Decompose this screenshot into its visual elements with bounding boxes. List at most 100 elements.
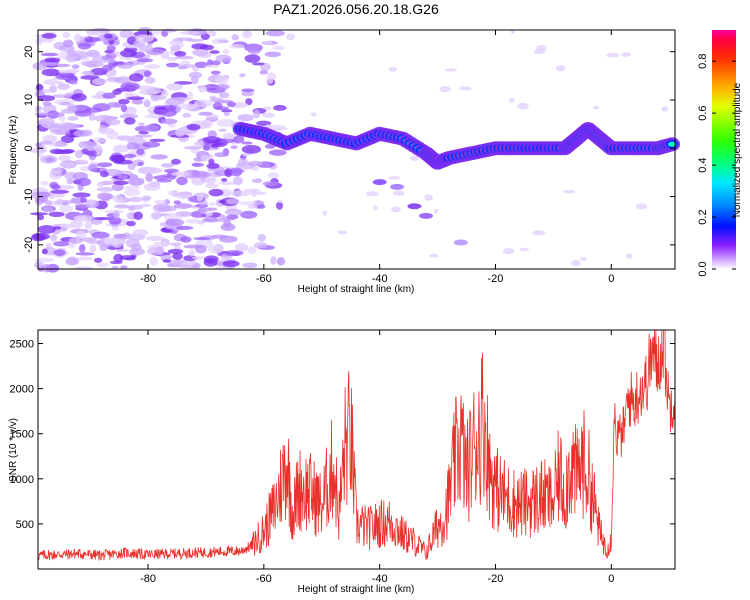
spectrogram-noise-cell xyxy=(219,92,230,99)
spectrogram-noise-cell xyxy=(60,122,80,130)
spectrogram-noise-cell xyxy=(59,161,76,168)
spectrogram-noise-cell xyxy=(239,73,246,78)
x-tick-label: -60 xyxy=(256,273,272,285)
spectrogram-noise-cell xyxy=(71,93,87,102)
spectrogram-noise-cell xyxy=(244,54,261,63)
spectrogram-frame xyxy=(37,29,676,270)
colorbar-tick-label: 0.4 xyxy=(697,157,709,172)
spectrogram-noise-cell xyxy=(120,265,128,269)
spectrogram-noise-cell xyxy=(201,119,213,129)
x-tick-label: -60 xyxy=(256,573,272,585)
spectrogram-noise-cell xyxy=(170,158,182,165)
spectrogram-noise-cell xyxy=(242,262,258,269)
spectrogram-noise-cell xyxy=(118,98,130,105)
spectrogram-noise-cell xyxy=(192,49,209,57)
spectrogram-noise-cell xyxy=(241,88,255,93)
spectrogram-noise-cell xyxy=(149,138,166,142)
spectrogram-branch-cell xyxy=(407,203,422,210)
colorbar-tick-label: 0.0 xyxy=(697,261,709,276)
spectrogram-noise-cell xyxy=(50,189,70,194)
y-tick-label: 1500 xyxy=(10,429,34,441)
spectrogram-noise-cell xyxy=(96,262,110,268)
x-tick-label: -80 xyxy=(140,573,156,585)
spectrogram-noise-cell xyxy=(194,244,207,254)
spectrogram-branch-cell xyxy=(418,212,433,219)
spectrogram-noise-cell xyxy=(82,70,94,76)
spectrogram-noise-cell xyxy=(150,94,160,102)
spectrogram-noise-cell xyxy=(42,88,52,94)
spectrogram-noise-cell xyxy=(273,104,287,111)
spectrogram-noise-cell xyxy=(166,83,183,91)
spectrogram-noise-cell xyxy=(35,200,43,206)
spectrogram-noise-cell xyxy=(38,118,55,126)
spectrogram-noise-cell xyxy=(109,260,123,265)
spectrogram-noise-cell xyxy=(519,247,530,252)
spectrogram-noise-cell xyxy=(108,57,116,64)
spectrogram-noise-cell xyxy=(70,219,83,229)
spectrogram-noise-cell xyxy=(66,106,78,112)
spectrogram-noise-cell xyxy=(170,171,191,177)
snr-x-label: Height of straight line (km) xyxy=(298,584,415,595)
spectrogram-noise-cell xyxy=(170,242,182,247)
spectrogram-noise-cell xyxy=(203,145,210,151)
x-tick-label: -20 xyxy=(488,573,504,585)
spectrogram-noise-cell xyxy=(130,243,142,251)
spectrogram-noise-cell xyxy=(149,256,158,266)
y-tick-label: -20 xyxy=(23,237,35,253)
spectrogram-noise-cell xyxy=(185,218,201,224)
spectrogram-noise-cell xyxy=(138,131,149,135)
spectrogram-noise-cell xyxy=(113,204,130,209)
spectrogram-noise-cell xyxy=(61,148,75,154)
spectrogram-noise-cell xyxy=(144,76,156,84)
spectrogram-noise-cell xyxy=(214,243,222,250)
spectrogram-noise-cell xyxy=(92,77,107,86)
spectrogram-noise-cell xyxy=(174,51,187,57)
spectrogram-noise-cell xyxy=(661,106,668,112)
spectrogram-noise-cell xyxy=(112,144,130,153)
spectrogram-noise-cell xyxy=(181,261,197,265)
spectrogram-noise-cell xyxy=(155,246,165,255)
spectrogram-noise-cell xyxy=(176,193,193,200)
spectrogram-noise-cell xyxy=(76,256,93,261)
spectrogram-noise-cell xyxy=(73,266,94,271)
spectrogram-noise-cell xyxy=(91,231,110,239)
spectrogram-noise-cell xyxy=(42,264,51,273)
spectrogram-noise-cell xyxy=(53,226,62,230)
spectrogram-noise-cell xyxy=(252,109,261,119)
spectrogram-noise-cell xyxy=(183,255,198,262)
spectrogram-noise-cell xyxy=(365,191,379,197)
spectrogram-noise-cell xyxy=(194,61,209,69)
spectrogram-noise-cell xyxy=(168,40,182,46)
spectrogram-noise-cell xyxy=(234,243,249,252)
spectrogram-noise-cell xyxy=(77,42,92,50)
spectrogram-noise-cell xyxy=(119,255,136,261)
spectrogram-branch-cell xyxy=(453,239,468,246)
colorbar-tick-label: 0.2 xyxy=(697,209,709,224)
spectrogram-noise-cell xyxy=(135,34,154,43)
spectrogram-noise-cell xyxy=(99,167,107,173)
spectrogram-noise-cell xyxy=(59,115,66,122)
spectrogram-noise-cell xyxy=(200,154,210,162)
spectrogram-noise-cell xyxy=(175,127,185,137)
y-tick-label: 500 xyxy=(16,519,34,531)
spectrogram-noise-cell xyxy=(206,163,220,169)
spectrogram-noise-cell xyxy=(224,250,244,257)
spectrogram-noise-cell xyxy=(143,183,161,191)
spectrogram-noise-cell xyxy=(203,258,218,267)
spectrogram-noise-cell xyxy=(218,214,227,223)
spectrogram-noise-cell xyxy=(224,208,243,216)
spectrogram-noise-cell xyxy=(53,249,66,256)
spectrogram-noise-cell xyxy=(136,58,154,63)
spectrogram-noise-cell xyxy=(137,161,144,166)
spectrogram-noise-cell xyxy=(90,219,103,225)
y-tick-label: 2000 xyxy=(10,384,34,396)
spectrogram-noise-cell xyxy=(222,49,230,55)
spectrogram-noise-cell xyxy=(34,112,53,116)
spectrogram-noise-cell xyxy=(165,62,180,68)
spectrogram-noise-cell xyxy=(107,101,121,108)
colorbar: 0.0 0.2 0.4 0.6 0.8 Normalized spectral ampl… xyxy=(697,30,743,277)
spectrogram-noise-cell xyxy=(129,177,145,181)
spectrogram-y-label: Frequency (Hz) xyxy=(8,116,19,185)
spectrogram-noise-cell xyxy=(153,175,170,180)
y-tick-label: -10 xyxy=(23,189,35,205)
